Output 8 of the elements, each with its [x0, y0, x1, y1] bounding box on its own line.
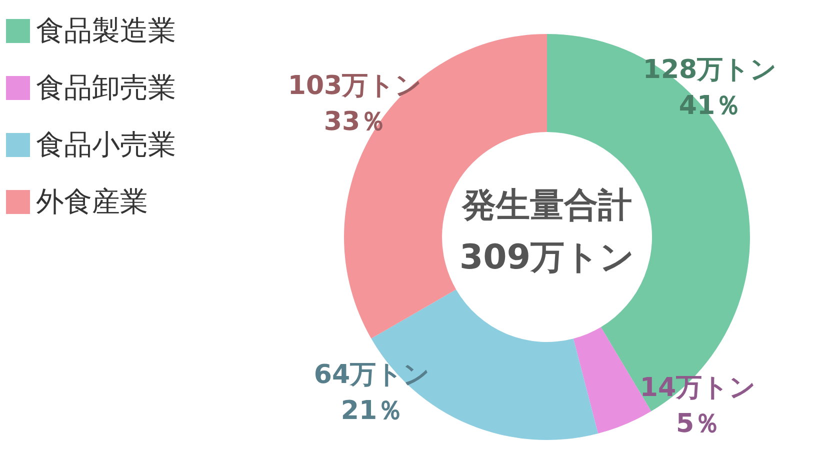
data-label: 14万トン 5％	[640, 373, 756, 439]
text: 発生量合計	[461, 185, 632, 226]
data-label: 64万トン 21％	[314, 360, 430, 426]
legend-label: 外食産業	[36, 184, 148, 220]
legend-label: 食品卸売業	[36, 70, 176, 106]
legend-label: 食品小売業	[36, 126, 176, 162]
text: 309万トン	[460, 237, 634, 278]
legend-label: 食品製造業	[36, 12, 176, 48]
